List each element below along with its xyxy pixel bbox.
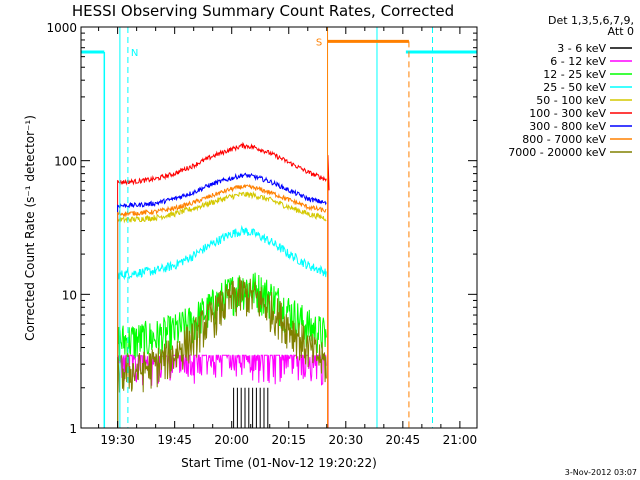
series-end-spike: [327, 155, 330, 428]
x-tick-label: 20:45: [386, 433, 421, 447]
series-line: [233, 387, 269, 428]
series-line: [117, 172, 327, 428]
chart-title: HESSI Observing Summary Count Rates, Cor…: [72, 2, 454, 20]
y-axis-ticks: 1 10 100 1000: [46, 21, 477, 436]
x-tick-label: 19:30: [100, 433, 135, 447]
y-tick-label: 1: [69, 422, 77, 436]
series-line: [117, 183, 327, 428]
y-tick-label: 1000: [46, 21, 77, 35]
legend-entry-label: 12 - 25 keV: [543, 68, 606, 81]
legend-header-line: Att 0: [608, 25, 634, 38]
x-tick-label: 20:00: [214, 433, 249, 447]
x-axis-ticks: 19:30 19:45 20:00 20:15 20:30 20:45 21:00: [98, 27, 478, 447]
attenuator-and-saa-overlays: NS: [81, 27, 477, 428]
y-axis-label: Corrected Count Rate (s⁻¹ detector⁻¹): [23, 115, 37, 341]
x-tick-label: 21:00: [443, 433, 478, 447]
legend-entry-label: 7000 - 20000 keV: [508, 146, 606, 159]
y-tick-label: 100: [54, 155, 77, 169]
night-label: N: [131, 48, 138, 59]
legend-entry-label: 25 - 50 keV: [543, 81, 606, 94]
x-tick-label: 19:45: [157, 433, 192, 447]
legend-entry-label: 3 - 6 keV: [557, 42, 606, 55]
series-line: [117, 191, 327, 428]
y-tick-label: 10: [62, 288, 77, 302]
legend-entry-label: 100 - 300 keV: [529, 107, 606, 120]
legend-entry-label: 800 - 7000 keV: [522, 133, 606, 146]
generation-timestamp: 3-Nov-2012 03:07: [565, 468, 637, 477]
series-line: [117, 224, 327, 428]
legend-entry-label: 6 - 12 keV: [550, 55, 606, 68]
legend-entry-label: 50 - 100 keV: [536, 94, 606, 107]
legend-header-line: Det 1,3,5,6,7,9,: [548, 14, 634, 27]
series-line: [117, 141, 327, 428]
plot-frame: [80, 26, 478, 429]
x-axis-label: Start Time (01-Nov-12 19:20:22): [181, 456, 377, 470]
legend-entry-label: 300 - 800 keV: [529, 120, 606, 133]
plot-series-group: [117, 141, 330, 428]
x-tick-label: 20:15: [271, 433, 306, 447]
series-line: [117, 277, 327, 428]
x-tick-label: 20:30: [329, 433, 364, 447]
series-line: [117, 353, 327, 386]
series-line: [117, 272, 327, 428]
saa-label: S: [316, 37, 322, 48]
